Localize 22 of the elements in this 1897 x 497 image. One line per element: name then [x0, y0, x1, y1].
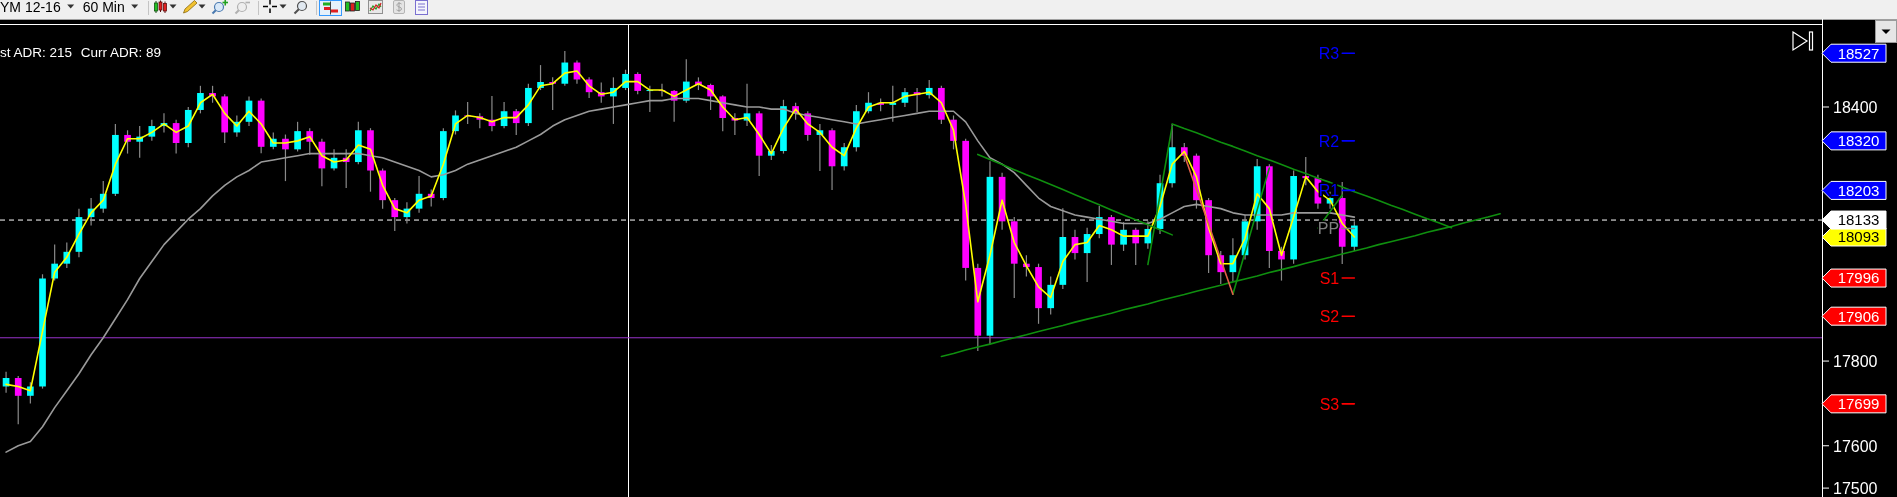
series-label: R2 — [1318, 132, 1340, 150]
ref-line-label: 18133 — [1837, 211, 1880, 229]
series-label: PP — [1317, 220, 1340, 238]
chart-subtitle: 60 Min — [82, 0, 125, 15]
text: 17699 — [1837, 395, 1880, 413]
text: 17996 — [1837, 269, 1880, 287]
text: 18320 — [1837, 132, 1880, 150]
text: 18093 — [1837, 228, 1880, 246]
text: 17906 — [1837, 307, 1880, 325]
annotation: st ADR: 215 — [0, 45, 73, 60]
text: 18527 — [1837, 44, 1880, 62]
annotation: Curr ADR: 89 — [80, 45, 162, 60]
series-label: R3 — [1318, 44, 1340, 62]
series-label: S2 — [1319, 307, 1340, 325]
y-tick-label: 17500 — [1833, 479, 1878, 497]
series-label: S3 — [1319, 395, 1340, 413]
text: 18203 — [1837, 181, 1880, 199]
y-tick-label: 17800 — [1833, 352, 1878, 370]
y-tick-label: 18400 — [1833, 98, 1878, 116]
y-tick-label: 17600 — [1833, 437, 1878, 455]
series-label: S1 — [1319, 269, 1340, 287]
chart-title: YM 12-16 — [0, 0, 61, 15]
